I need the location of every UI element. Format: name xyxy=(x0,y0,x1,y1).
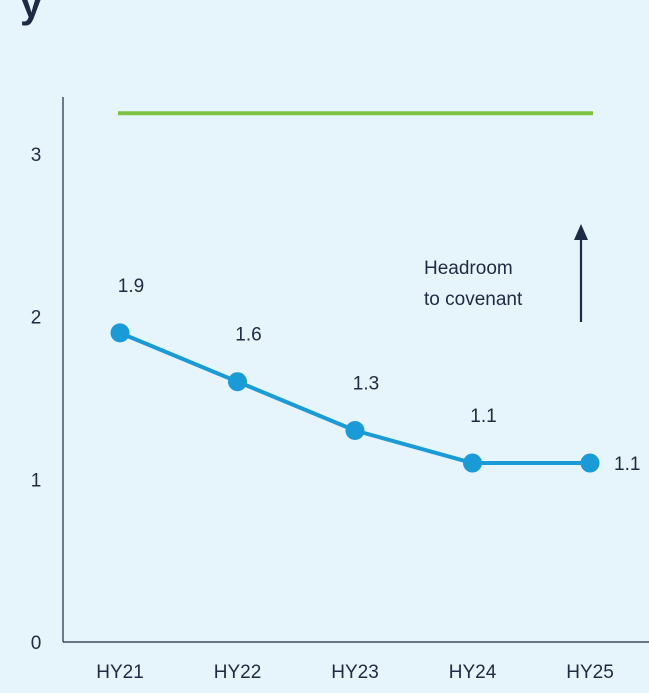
annotation-line-2: to covenant xyxy=(424,289,523,310)
data-label: 1.1 xyxy=(614,454,640,475)
data-points xyxy=(110,323,600,473)
y-tick-label: 0 xyxy=(31,633,42,654)
data-point xyxy=(580,453,600,473)
data-point xyxy=(228,372,247,392)
arrow-head-icon xyxy=(574,224,588,240)
data-point xyxy=(463,453,482,473)
data-point xyxy=(110,323,130,343)
x-tick-label: HY24 xyxy=(449,662,497,683)
data-labels: 1.9 1.6 1.3 1.1 1.1 xyxy=(118,276,641,475)
data-label: 1.1 xyxy=(470,406,496,427)
data-label: 1.6 xyxy=(235,325,261,346)
data-label: 1.9 xyxy=(118,276,144,297)
data-label: 1.3 xyxy=(353,374,379,395)
x-tick-label: HY22 xyxy=(214,662,262,683)
y-tick-label: 1 xyxy=(31,470,42,491)
annotation-line-1: Headroom xyxy=(424,258,513,279)
y-tick-label: 2 xyxy=(31,308,42,329)
x-tick-label: HY23 xyxy=(331,662,379,683)
data-point xyxy=(345,421,365,441)
x-tick-label: HY21 xyxy=(96,662,144,683)
series-line xyxy=(119,331,590,466)
y-axis-ticks: 0 1 2 3 xyxy=(31,145,42,654)
y-tick-label: 3 xyxy=(31,145,42,166)
x-tick-label: HY25 xyxy=(566,662,614,683)
x-axis-ticks: HY21 HY22 HY23 HY24 HY25 xyxy=(96,662,614,683)
chart-title-fragment: y xyxy=(20,0,43,26)
headroom-annotation: Headroom to covenant xyxy=(424,224,588,322)
